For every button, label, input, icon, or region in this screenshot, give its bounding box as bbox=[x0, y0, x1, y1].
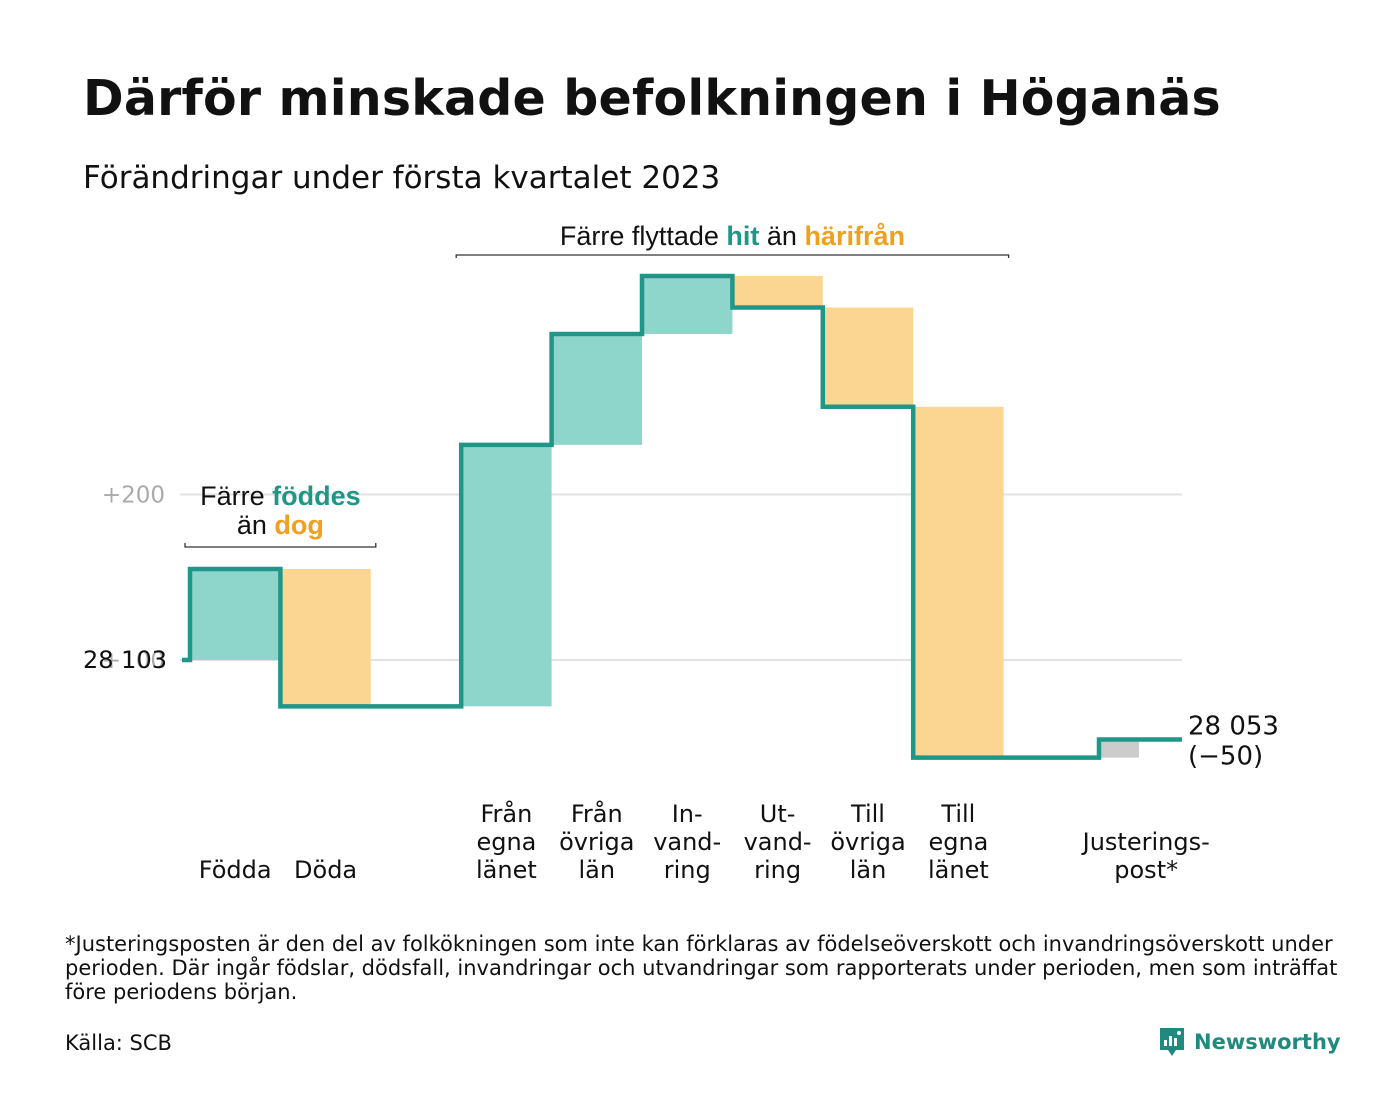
bar-tillövrigalän bbox=[822, 307, 914, 407]
category-label: vand- bbox=[653, 828, 721, 856]
category-label: vand- bbox=[744, 828, 812, 856]
category-label: län bbox=[579, 856, 616, 884]
y-tick-label: +100 bbox=[102, 648, 165, 674]
annotation-part: föddes bbox=[272, 481, 361, 511]
annotation-part: än bbox=[759, 221, 804, 251]
bar-utvandring bbox=[732, 276, 823, 308]
page-subtitle: Förändringar under första kvartalet 2023 bbox=[83, 160, 721, 196]
y-tick-label: +200 bbox=[102, 483, 165, 509]
category-label: län bbox=[850, 856, 887, 884]
end-change-label: (−50) bbox=[1188, 741, 1263, 771]
page-title: Därför minskade befolkningen i Höganäs bbox=[83, 70, 1221, 127]
category-label: post* bbox=[1114, 856, 1178, 884]
cumulative-step-line bbox=[182, 273, 1182, 760]
source-label: Källa: SCB bbox=[65, 1031, 172, 1055]
category-label: Döda bbox=[294, 856, 357, 884]
bar-födda bbox=[190, 568, 281, 660]
category-label: Från bbox=[480, 799, 532, 828]
category-label: egna bbox=[928, 828, 988, 856]
bar-justeringspost bbox=[1099, 739, 1139, 758]
category-label: övriga bbox=[559, 828, 634, 856]
category-label: ring bbox=[664, 856, 711, 884]
bar-döda bbox=[280, 568, 371, 707]
annotation-bracket bbox=[184, 543, 377, 548]
annotation-migration: Färre flyttade hit än härifrån bbox=[560, 221, 905, 251]
annotation-part: än bbox=[237, 510, 275, 540]
start-value-label: 28 103 bbox=[83, 646, 167, 674]
annotation-part: Färre bbox=[200, 481, 272, 511]
category-label: Från bbox=[571, 799, 623, 828]
footnote: *Justeringsposten är den del av folkökni… bbox=[65, 932, 1338, 1004]
annotation-part: härifrån bbox=[804, 221, 905, 251]
category-label: Till bbox=[940, 800, 975, 828]
category-label: länet bbox=[928, 856, 989, 884]
annotation-part: Färre flyttade bbox=[560, 221, 727, 251]
category-label: övriga bbox=[830, 828, 905, 856]
annotation-bracket bbox=[455, 254, 1010, 258]
bar-invandring bbox=[642, 276, 733, 334]
category-label: Till bbox=[850, 800, 885, 828]
end-value-label: 28 053 bbox=[1188, 711, 1279, 741]
bar-tillegnalänet bbox=[913, 406, 1004, 758]
category-label: Födda bbox=[199, 856, 272, 884]
category-label: länet bbox=[476, 856, 537, 884]
bar-frånegnalänet bbox=[461, 444, 552, 707]
category-label: In- bbox=[672, 800, 703, 828]
annotation-part: hit bbox=[726, 221, 759, 251]
category-label: Ut- bbox=[760, 800, 796, 828]
newsworthy-logo-icon bbox=[1160, 1028, 1184, 1056]
annotation-part: dog bbox=[274, 510, 323, 540]
category-label: Justerings- bbox=[1081, 828, 1210, 856]
category-label: egna bbox=[476, 828, 536, 856]
bar-frånövrigalän bbox=[551, 333, 642, 445]
brand-name: Newsworthy bbox=[1194, 1030, 1341, 1054]
annotation-births-line2: än dog bbox=[237, 510, 324, 540]
brand-logo: Newsworthy bbox=[1158, 1026, 1341, 1058]
category-label: ring bbox=[754, 856, 801, 884]
annotation-births-line1: Färre föddes bbox=[200, 481, 361, 511]
